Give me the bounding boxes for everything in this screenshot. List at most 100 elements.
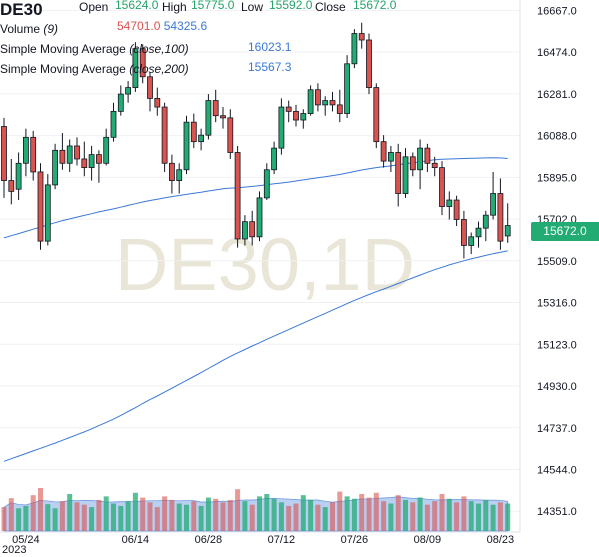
candle-body — [285, 106, 292, 112]
candle — [300, 109, 307, 129]
candle — [227, 109, 234, 159]
candle-body — [373, 87, 380, 143]
volume-bar — [483, 499, 489, 531]
volume-bar — [125, 501, 131, 531]
candle-body — [168, 162, 175, 181]
candle-body — [468, 236, 475, 246]
candle — [212, 89, 219, 123]
candle — [475, 221, 482, 248]
volume-bar — [439, 493, 445, 531]
volume-bar — [169, 499, 175, 531]
candle — [176, 163, 183, 194]
candle — [490, 171, 497, 220]
candle-body — [249, 221, 256, 238]
candle-body — [117, 93, 124, 112]
price-tick-label: 14351.0 — [537, 506, 577, 518]
candle-body — [44, 184, 51, 242]
candle-body — [125, 87, 131, 95]
candle-body — [322, 100, 329, 106]
volume-bar — [454, 502, 460, 531]
volume-bar — [351, 498, 357, 531]
candle — [380, 135, 387, 168]
time-tick-label: 08/23 — [487, 534, 515, 546]
volume-bar — [52, 508, 58, 531]
volume-bar — [16, 508, 22, 531]
sma200-label[interactable]: Simple Moving Average — [0, 62, 126, 76]
candle-body — [139, 48, 146, 78]
volume-label[interactable]: Volume — [0, 22, 41, 36]
volume-bar — [220, 502, 226, 531]
volume-bar — [242, 501, 248, 531]
volume-bar — [417, 497, 423, 531]
candle-body — [460, 219, 467, 246]
candle-body — [504, 225, 511, 237]
candle-body — [147, 76, 153, 99]
candle — [329, 91, 336, 112]
candle — [446, 191, 453, 220]
candle — [387, 145, 394, 172]
volume-bar — [505, 503, 511, 531]
volume-bar — [74, 502, 80, 531]
volume-pane — [1, 488, 511, 532]
candle — [278, 98, 285, 155]
price-tick-label: 15123.0 — [537, 339, 577, 351]
volume-bar — [198, 505, 204, 531]
volume-bar — [337, 491, 343, 531]
candle-body — [366, 39, 372, 88]
candle-body — [453, 199, 460, 220]
candle — [132, 42, 139, 92]
volume-bar — [59, 501, 65, 531]
high-value: 15775.0 — [191, 0, 235, 12]
candle — [74, 137, 80, 166]
candle — [314, 83, 321, 112]
volume-bar — [373, 492, 379, 531]
symbol-label[interactable]: DE30 — [0, 0, 43, 19]
price-tick-label: 16667.0 — [537, 5, 577, 17]
volume-bar — [132, 492, 138, 531]
candle — [30, 130, 37, 181]
candle — [453, 195, 460, 226]
candle — [293, 104, 299, 127]
volume-bar — [381, 501, 387, 531]
volume-bar — [315, 504, 321, 531]
candle-body — [96, 154, 102, 164]
open-label: Open — [79, 0, 109, 14]
volume-bar — [300, 495, 306, 531]
candle — [460, 210, 467, 259]
volume-bar — [96, 499, 102, 531]
candle-body — [351, 33, 358, 65]
price-axis: 16667.016474.016281.016088.015895.015702… — [537, 5, 577, 518]
candle — [205, 94, 212, 140]
candle-body — [475, 227, 482, 238]
candle — [249, 210, 256, 246]
time-axis: 05/24 06/14 06/28 07/12 07/26 08/09 08/23 2023 — [2, 534, 514, 556]
candle — [336, 89, 343, 123]
candle — [103, 128, 110, 166]
candle-body — [293, 110, 299, 121]
candle-body — [439, 167, 445, 207]
volume-bar — [249, 504, 255, 531]
candle — [424, 143, 431, 172]
sma100-label[interactable]: Simple Moving Average — [0, 42, 126, 56]
volume-bar — [81, 504, 87, 531]
candle-body — [212, 100, 219, 117]
candle-body — [66, 145, 73, 164]
volume-bar — [205, 497, 211, 531]
sma100-param: (close,100) — [129, 42, 189, 56]
price-tick-label: 15509.0 — [537, 256, 577, 268]
candle — [161, 102, 168, 172]
candle — [307, 85, 314, 116]
candle-body — [190, 121, 197, 143]
candle-body — [220, 115, 226, 119]
time-tick-label: 07/26 — [341, 534, 369, 546]
volume-bar — [497, 502, 503, 531]
volume-bar — [359, 493, 365, 531]
candle — [147, 72, 153, 112]
price-tick-label: 16474.0 — [537, 47, 577, 59]
candle — [431, 156, 438, 177]
candle-body — [205, 100, 212, 136]
volume-bar — [184, 504, 189, 531]
candle — [15, 152, 22, 201]
open-value: 15624.0 — [115, 0, 159, 12]
